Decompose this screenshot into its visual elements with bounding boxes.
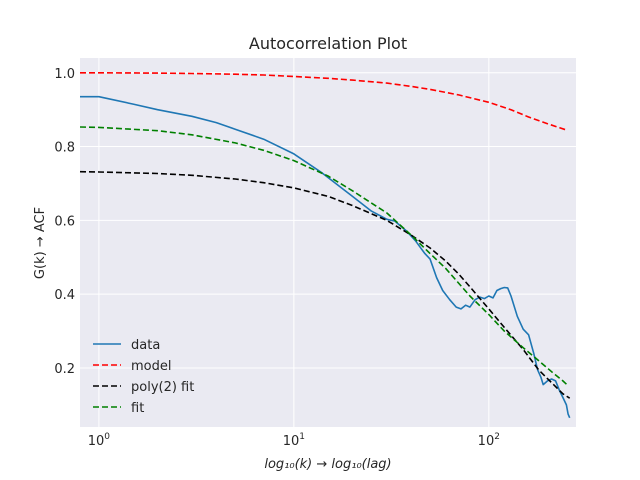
x-tick-exponent: 0: [104, 432, 110, 442]
x-tick-base: 10: [283, 434, 300, 449]
chart-title: Autocorrelation Plot: [249, 34, 407, 53]
x-tick-exponent: 1: [299, 432, 305, 442]
x-tick-label: 100: [88, 432, 111, 449]
x-axis-ticks: 100 101 102: [88, 432, 500, 449]
legend-label: data: [131, 338, 160, 353]
series-layer: [79, 72, 571, 419]
y-tick-label: 0.4: [54, 288, 75, 303]
legend-label: poly(2) fit: [131, 380, 194, 395]
y-tick-label: 0.6: [54, 214, 75, 229]
y-tick-label: 0.2: [54, 362, 75, 377]
legend-label: model: [131, 359, 171, 374]
y-tick-label: 0.8: [54, 141, 75, 156]
legend: data model poly(2) fit fit: [93, 338, 194, 416]
series-line-model: [80, 72, 567, 131]
x-tick-exponent: 2: [494, 432, 500, 442]
legend-label: fit: [131, 401, 144, 416]
y-axis-label: G(k) → ACF: [33, 207, 48, 279]
y-axis-ticks: 0.2 0.4 0.6 0.8 1.0: [54, 67, 75, 377]
x-tick-label: 102: [478, 432, 500, 449]
x-tick-base: 10: [88, 434, 105, 449]
series-line-poly-2-fit: [79, 170, 571, 399]
x-axis-label: log₁₀(k) → log₁₀(lag): [264, 457, 391, 472]
series-line-fit: [79, 126, 569, 387]
y-tick-label: 1.0: [54, 67, 75, 82]
x-tick-label: 101: [283, 432, 305, 449]
x-tick-base: 10: [478, 434, 495, 449]
series-line-data: [80, 95, 571, 419]
plot-area: [80, 58, 576, 427]
